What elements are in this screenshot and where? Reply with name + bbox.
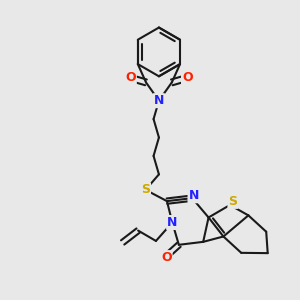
- Text: S: S: [141, 183, 150, 196]
- Text: O: O: [125, 71, 136, 84]
- Text: N: N: [154, 94, 164, 107]
- Text: O: O: [161, 251, 172, 264]
- Text: N: N: [188, 189, 199, 202]
- Text: O: O: [182, 71, 193, 84]
- Text: S: S: [228, 195, 237, 208]
- Text: N: N: [167, 216, 178, 229]
